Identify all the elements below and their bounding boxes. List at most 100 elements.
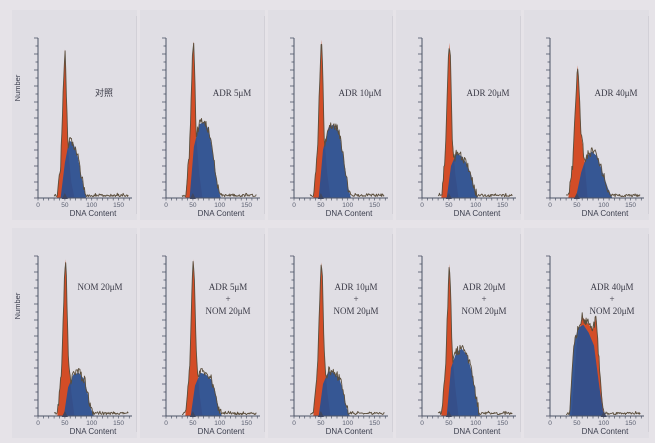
x-tick-label: 100 <box>214 202 225 209</box>
s-phase-area <box>60 140 87 198</box>
condition-label: ADR 20μM <box>466 88 509 98</box>
x-tick-label: 150 <box>241 420 252 427</box>
s-phase-area <box>446 153 478 198</box>
x-tick-label: 100 <box>342 420 353 427</box>
condition-label: + <box>225 294 230 304</box>
x-axis-label: DNA Content <box>454 209 501 218</box>
x-axis-label: DNA Content <box>70 427 117 436</box>
x-tick-label: 50 <box>189 420 197 427</box>
x-tick-label: 0 <box>420 420 424 427</box>
peak-marker-triangle <box>189 193 196 199</box>
x-tick-label: 150 <box>625 420 636 427</box>
histogram-panel: 0 50 100 150 DNA Content ADR 10μM <box>268 10 393 220</box>
condition-label: ADR 20μM <box>462 282 505 292</box>
x-tick-label: 150 <box>113 202 124 209</box>
peak-marker-triangle <box>61 411 68 417</box>
x-tick-label: 0 <box>548 202 552 209</box>
x-tick-label: 150 <box>497 202 508 209</box>
x-tick-label: 100 <box>598 420 609 427</box>
condition-label: ADR 5μM <box>209 282 248 292</box>
x-tick-label: 100 <box>470 202 481 209</box>
condition-label: + <box>609 294 614 304</box>
s-phase-area <box>318 371 350 416</box>
x-tick-label: 100 <box>86 202 97 209</box>
x-tick-label: 100 <box>214 420 225 427</box>
g1-peak-area <box>57 259 75 416</box>
x-tick-label: 100 <box>86 420 97 427</box>
histogram-outline <box>309 43 385 198</box>
histogram-outline <box>53 262 129 416</box>
condition-label: + <box>353 294 358 304</box>
histogram-outline <box>565 68 641 198</box>
x-tick-label: 50 <box>445 202 453 209</box>
x-tick-label: 50 <box>61 202 69 209</box>
x-tick-label: 150 <box>113 420 124 427</box>
condition-label: ADR 10μM <box>338 88 381 98</box>
x-tick-label: 150 <box>369 202 380 209</box>
g1-peak-area <box>185 259 203 416</box>
condition-label: NOM 20μM <box>205 306 250 316</box>
peak-marker-triangle <box>317 411 324 417</box>
x-axis-label: DNA Content <box>454 427 501 436</box>
condition-label: NOM 20μM <box>589 306 634 316</box>
x-axis-label: DNA Content <box>70 209 117 218</box>
x-tick-label: 0 <box>164 202 168 209</box>
condition-label: ADR 5μM <box>213 88 252 98</box>
histogram-panel: 0 50 100 150 DNA Content ADR 40μM + NOM 20μM <box>524 228 649 438</box>
x-axis-label: DNA Content <box>326 209 373 218</box>
x-tick-label: 50 <box>317 420 325 427</box>
histogram-panel: 0 50 100 150 DNA Content ADR 40μM <box>524 10 649 220</box>
x-tick-label: 0 <box>36 420 40 427</box>
x-tick-label: 0 <box>548 420 552 427</box>
x-tick-label: 0 <box>36 202 40 209</box>
condition-label: NOM 20μM <box>461 306 506 316</box>
histogram-panel: 0 50 100 150 DNA Content ADR 10μM + NOM 20μM <box>268 228 393 438</box>
x-tick-label: 150 <box>625 202 636 209</box>
y-axis-label: Number <box>13 292 22 319</box>
peak-marker-triangle <box>317 193 324 199</box>
peak-marker-triangle <box>445 193 452 199</box>
x-axis-label: DNA Content <box>198 209 245 218</box>
x-tick-label: 100 <box>470 420 481 427</box>
s-phase-area <box>190 372 222 416</box>
peak-marker-triangle <box>61 193 68 199</box>
histogram-panel: 0 50 100 150 DNA Content Number 对照 <box>12 10 137 220</box>
histogram-outline <box>53 50 129 198</box>
histogram-outline <box>182 261 257 416</box>
condition-label: + <box>481 294 486 304</box>
peak-marker-triangle <box>600 411 607 417</box>
s-phase-area <box>189 121 221 198</box>
condition-label: NOM 20μM <box>333 306 378 316</box>
histogram-outline <box>437 48 513 198</box>
x-tick-label: 50 <box>573 420 581 427</box>
s-phase-area <box>446 348 481 416</box>
x-tick-label: 0 <box>292 202 296 209</box>
g1-peak-area <box>313 262 331 416</box>
x-tick-label: 50 <box>445 420 453 427</box>
condition-label: ADR 10μM <box>334 282 377 292</box>
s-phase-area <box>569 324 604 416</box>
peak-marker-triangle <box>573 193 580 199</box>
g1-peak-area <box>313 39 331 198</box>
x-tick-label: 0 <box>164 420 168 427</box>
y-axis-label: Number <box>13 74 22 101</box>
histogram-outline <box>566 312 641 416</box>
histogram-outline <box>309 264 385 416</box>
peak-marker-triangle <box>189 411 196 417</box>
peak-marker-triangle <box>445 411 452 417</box>
g1-peak-area <box>441 42 459 198</box>
x-tick-label: 50 <box>189 202 197 209</box>
s-phase-area <box>575 151 613 198</box>
x-tick-label: 50 <box>573 202 581 209</box>
x-tick-label: 0 <box>420 202 424 209</box>
